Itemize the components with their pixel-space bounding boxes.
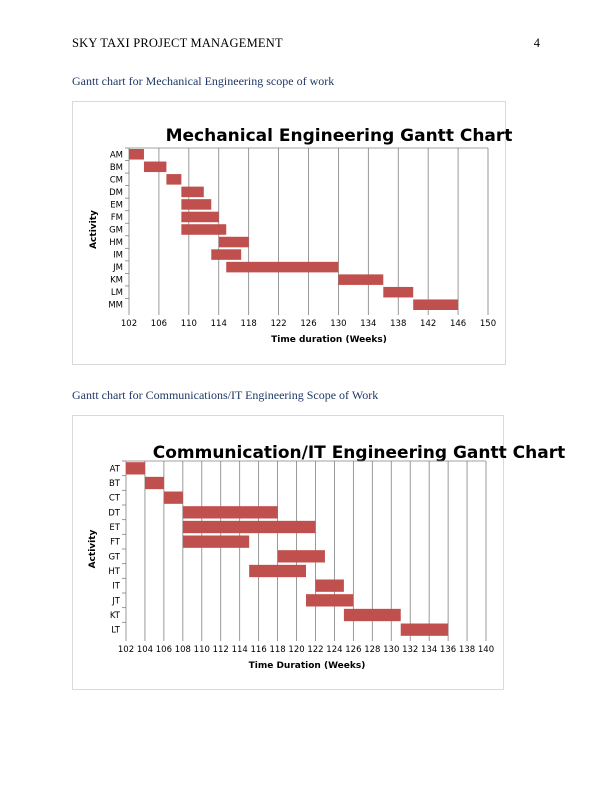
mech-y-tick-label: IM: [113, 251, 123, 261]
comm-y-tick-label: LT: [111, 626, 121, 636]
comm-x-tick-label: 130: [383, 645, 399, 655]
comm-x-tick-label: 140: [478, 645, 494, 655]
mech-bar-lm: [383, 286, 414, 298]
comm-bar-ct: [163, 491, 183, 504]
mech-y-tick-label: LM: [111, 288, 123, 298]
mech-x-tick-label: 142: [420, 319, 436, 329]
communications-gantt-chart: Communication/IT Engineering Gantt Chart…: [88, 443, 565, 671]
comm-x-axis-label: Time Duration (Weeks): [249, 661, 366, 671]
comm-bar-it: [315, 579, 344, 592]
comm-y-tick-label: KT: [110, 611, 121, 621]
comm-bar-at: [126, 462, 145, 475]
mech-y-tick-label: EM: [110, 200, 123, 210]
comm-x-tick-label: 104: [137, 645, 153, 655]
mech-x-axis-label: Time duration (Weeks): [271, 335, 387, 345]
comm-bar-ft: [182, 535, 250, 548]
comm-x-tick-label: 122: [307, 645, 323, 655]
comm-y-axis-label: Activity: [88, 529, 98, 568]
page-number: 4: [533, 36, 540, 50]
mech-x-tick-label: 114: [211, 319, 227, 329]
caption-mechanical: Gantt chart for Mechanical Engineering s…: [72, 74, 335, 88]
comm-x-tick-label: 126: [345, 645, 361, 655]
comm-y-tick-label: IT: [112, 582, 121, 592]
comm-y-tick-label: DT: [108, 508, 121, 518]
comm-y-tick-label: CT: [109, 494, 121, 504]
mech-x-tick-label: 122: [270, 319, 286, 329]
comm-x-tick-label: 110: [194, 645, 210, 655]
mech-bar-am: [129, 149, 144, 160]
mech-y-tick-label: DM: [109, 188, 123, 198]
mech-x-tick-label: 102: [121, 319, 137, 329]
comm-y-tick-label: BT: [109, 479, 121, 489]
comm-x-tick-label: 114: [232, 645, 248, 655]
comm-bar-lt: [400, 623, 449, 636]
comm-bar-ht: [249, 564, 306, 578]
comm-y-tick-label: ET: [109, 523, 120, 533]
mech-bar-bm: [143, 161, 167, 173]
mech-x-tick-label: 118: [241, 319, 257, 329]
mech-x-tick-label: 126: [300, 319, 316, 329]
comm-x-tick-label: 118: [269, 645, 285, 655]
comm-x-tick-label: 124: [326, 645, 342, 655]
mech-x-tick-label: 138: [390, 319, 406, 329]
mech-y-tick-label: MM: [108, 301, 123, 311]
mech-bar-fm: [181, 211, 219, 223]
comm-y-tick-label: FT: [110, 538, 121, 548]
comm-x-tick-label: 102: [118, 645, 134, 655]
mech-bar-km: [338, 274, 384, 285]
comm-x-tick-label: 106: [156, 645, 172, 655]
mech-bar-gm: [181, 224, 227, 235]
mech-y-tick-label: GM: [109, 226, 123, 236]
mech-x-tick-label: 130: [330, 319, 346, 329]
mech-y-tick-label: HM: [109, 238, 123, 248]
mech-bar-dm: [181, 186, 204, 198]
comm-bar-kt: [343, 608, 401, 622]
mechanical-gantt-chart: Mechanical Engineering Gantt Chart 102 106…: [89, 126, 513, 345]
comm-bar-gt: [277, 550, 325, 563]
comm-y-tick-label: JT: [111, 596, 121, 606]
comm-x-tick-label: 120: [288, 645, 304, 655]
comm-bar-jt: [306, 594, 354, 607]
comm-y-tick-label: HT: [108, 567, 120, 577]
mech-x-tick-label: 110: [181, 319, 197, 329]
comm-y-tick-label: AT: [110, 464, 121, 474]
mech-bar-em: [181, 199, 212, 210]
mech-x-tick-label: 106: [151, 319, 167, 329]
comm-y-tick-label: GT: [109, 552, 121, 562]
mech-bar-im: [211, 249, 242, 260]
mech-y-tick-label: AM: [110, 150, 123, 160]
mech-y-tick-label: BM: [110, 163, 123, 173]
mech-bar-hm: [218, 236, 249, 248]
mech-x-tick-label: 146: [450, 319, 466, 329]
mechanical-chart-frame: Mechanical Engineering Gantt Chart 102 106…: [72, 101, 512, 365]
caption-communications: Gantt chart for Communications/IT Engine…: [72, 388, 379, 402]
mech-x-tick-label: 134: [360, 319, 376, 329]
mech-y-tick-label: KM: [110, 276, 123, 286]
comm-x-tick-label: 108: [175, 645, 191, 655]
mech-chart-title: Mechanical Engineering Gantt Chart: [166, 126, 513, 146]
mech-y-axis-label: Activity: [89, 210, 99, 249]
comm-bar-et: [182, 520, 316, 534]
mech-y-tick-label: CM: [110, 175, 123, 185]
mech-x-tick-label: 150: [480, 319, 496, 329]
comm-x-tick-label: 138: [459, 645, 475, 655]
comm-x-tick-label: 134: [421, 645, 437, 655]
comm-bar-bt: [144, 476, 164, 490]
running-header: SKY TAXI PROJECT MANAGEMENT: [72, 36, 283, 50]
comm-x-tick-label: 112: [213, 645, 229, 655]
comm-x-tick-label: 128: [364, 645, 380, 655]
comm-chart-title: Communication/IT Engineering Gantt Chart: [153, 443, 565, 463]
mech-bar-cm: [166, 174, 182, 185]
mech-y-tick-label: FM: [111, 213, 123, 223]
comm-bar-dt: [182, 506, 278, 519]
communications-chart-frame: Communication/IT Engineering Gantt Chart…: [72, 415, 565, 690]
mech-y-tick-label: JM: [112, 263, 123, 273]
comm-x-tick-label: 136: [440, 645, 456, 655]
comm-x-tick-label: 132: [402, 645, 418, 655]
comm-x-tick-label: 116: [251, 645, 267, 655]
mech-bar-jm: [226, 261, 339, 273]
mech-bar-mm: [413, 299, 459, 310]
